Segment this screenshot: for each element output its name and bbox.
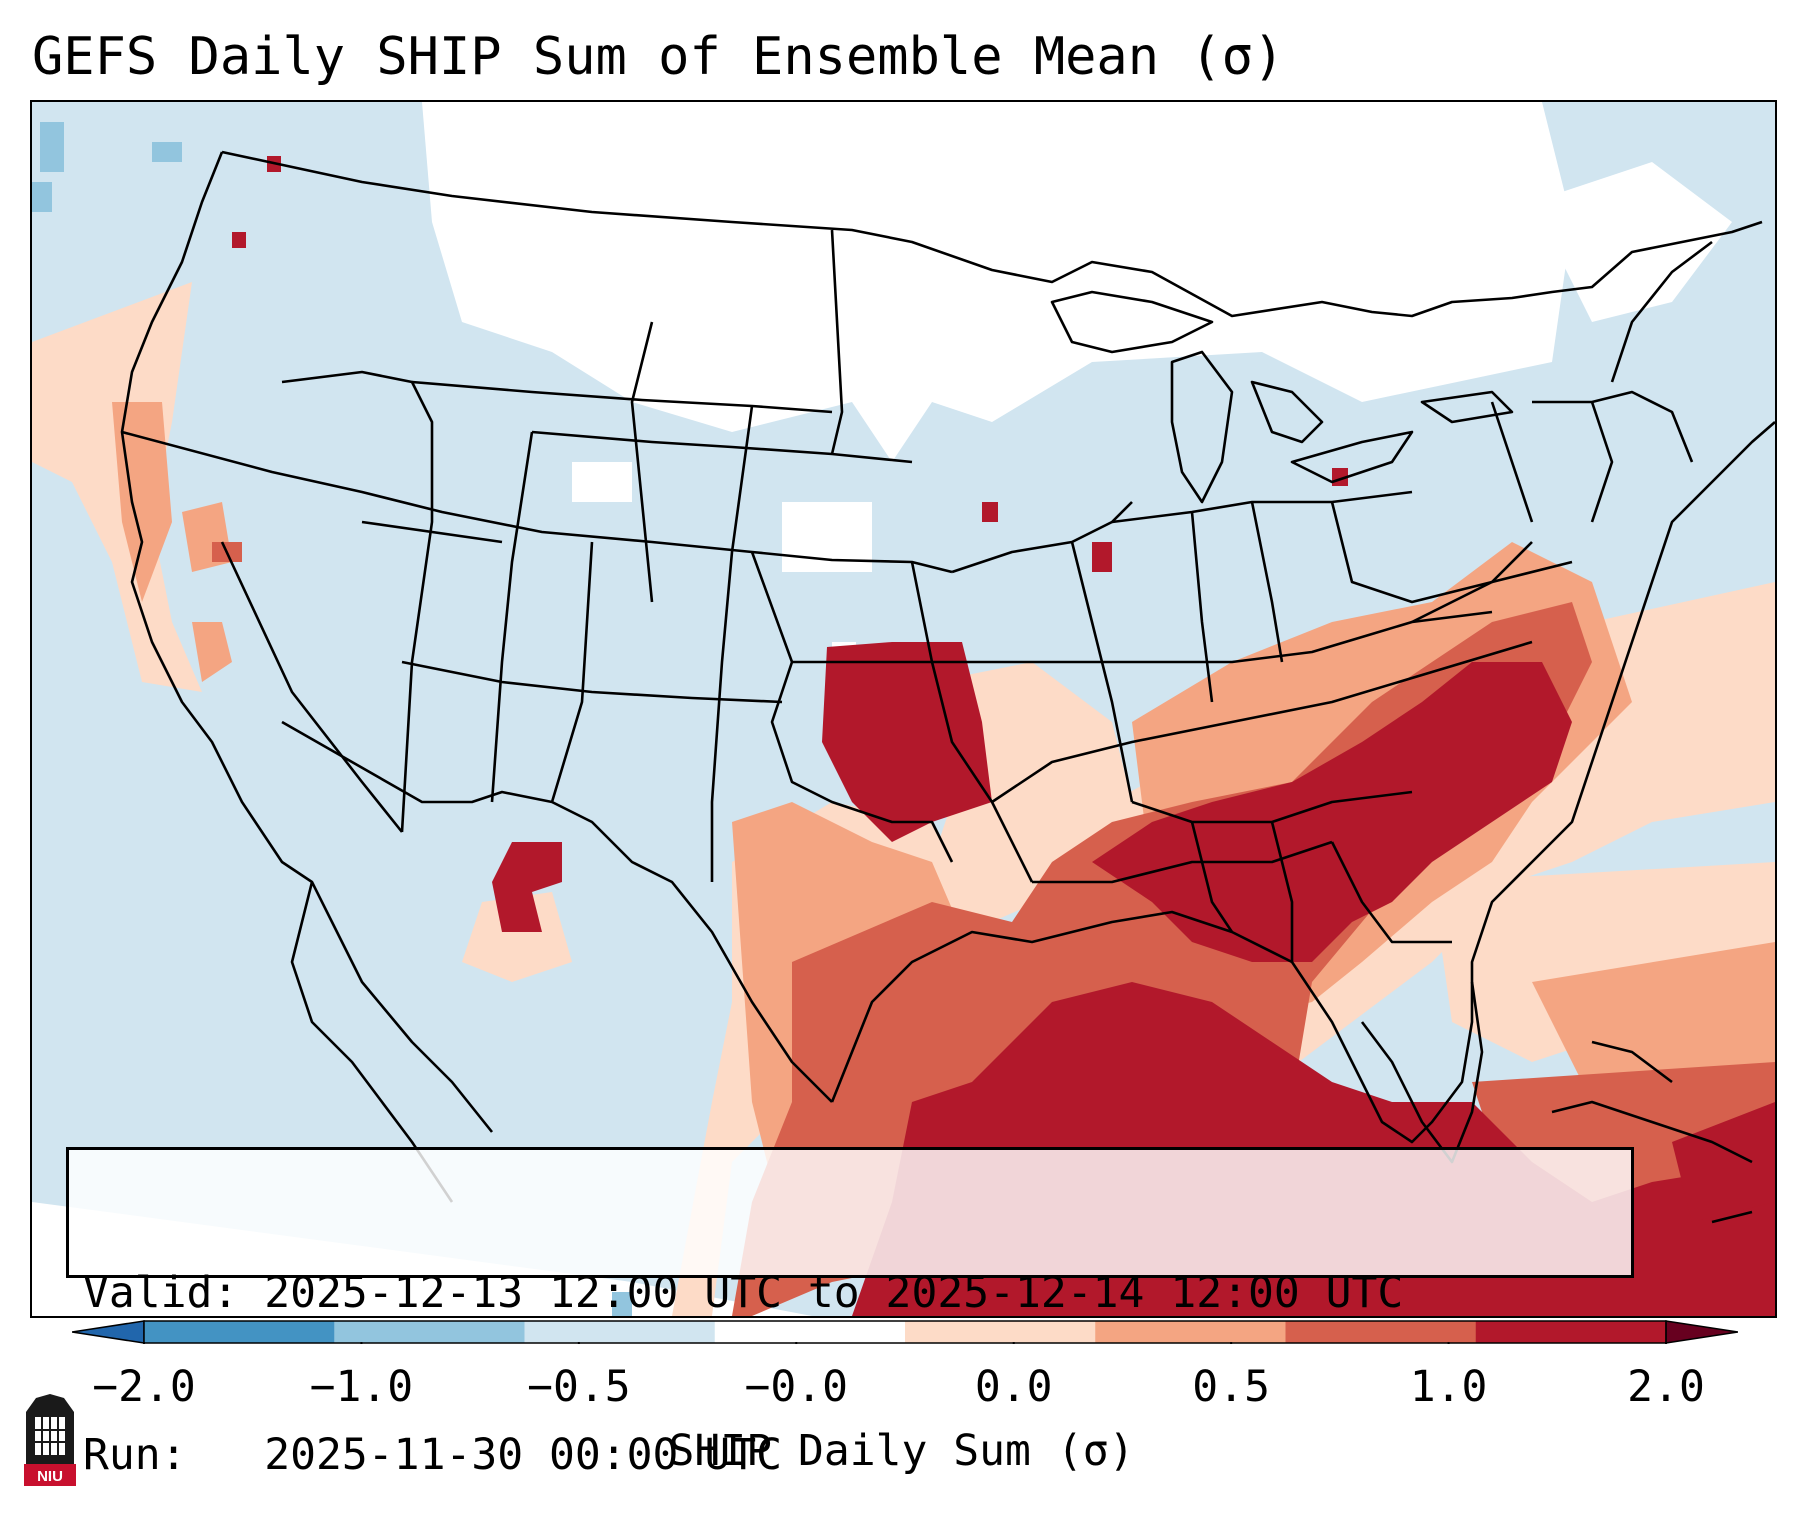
colorbar-outline — [143, 1320, 1667, 1344]
valid-label: Valid: — [83, 1268, 239, 1318]
colorbar-tick-label: 2.0 — [1627, 1362, 1705, 1412]
colorbar-segment — [1475, 1321, 1667, 1343]
colorbar-tick-label: 0.5 — [1192, 1362, 1270, 1412]
run-label: Run: — [83, 1430, 187, 1480]
colorbar-segment — [334, 1321, 525, 1343]
valid-line: Valid: 2025-12-13 12:00 UTC to 2025-12-1… — [83, 1266, 1617, 1320]
colorbar-tick-label: −2.0 — [92, 1362, 196, 1412]
map-canvas — [32, 102, 1775, 1316]
valid-value: 2025-12-13 12:00 UTC to 2025-12-14 12:00… — [264, 1268, 1404, 1318]
colorbar-tick-label: 0.0 — [974, 1362, 1053, 1412]
colorbar-extend-under — [72, 1320, 145, 1344]
run-value: 2025-11-30 00:00 UTC — [264, 1430, 782, 1480]
colorbar-tick-label: −0.5 — [527, 1362, 631, 1412]
colorbar-extend-over — [1665, 1320, 1738, 1344]
field-negative-blue — [32, 122, 632, 1316]
colorbar-tick-label: −1.0 — [309, 1362, 414, 1412]
map-title: GEFS Daily SHIP Sum of Ensemble Mean (σ) — [32, 27, 1285, 87]
colorbar-label: SHIP Daily Sum (σ) — [668, 1426, 1135, 1476]
run-line: Run: 2025-11-30 00:00 UTC — [83, 1428, 1617, 1482]
colorbar-segment — [714, 1321, 906, 1343]
colorbar-tick-label: 1.0 — [1409, 1362, 1488, 1412]
colorbar-segment — [144, 1321, 335, 1343]
colorbar-segment — [905, 1321, 1096, 1343]
map-boundaries — [120, 150, 1775, 1224]
colorbar-tick-label: −0.0 — [744, 1362, 849, 1412]
colorbar — [72, 1320, 1738, 1344]
logo-text: NIU — [37, 1468, 63, 1485]
colorbar-segment — [1095, 1321, 1286, 1343]
colorbar-segment — [524, 1321, 716, 1343]
niu-logo: NIU — [24, 1394, 76, 1486]
validity-info-box: Valid: 2025-12-13 12:00 UTC to 2025-12-1… — [66, 1147, 1634, 1480]
map-panel — [30, 100, 1777, 1318]
colorbar-segment — [1285, 1321, 1477, 1343]
